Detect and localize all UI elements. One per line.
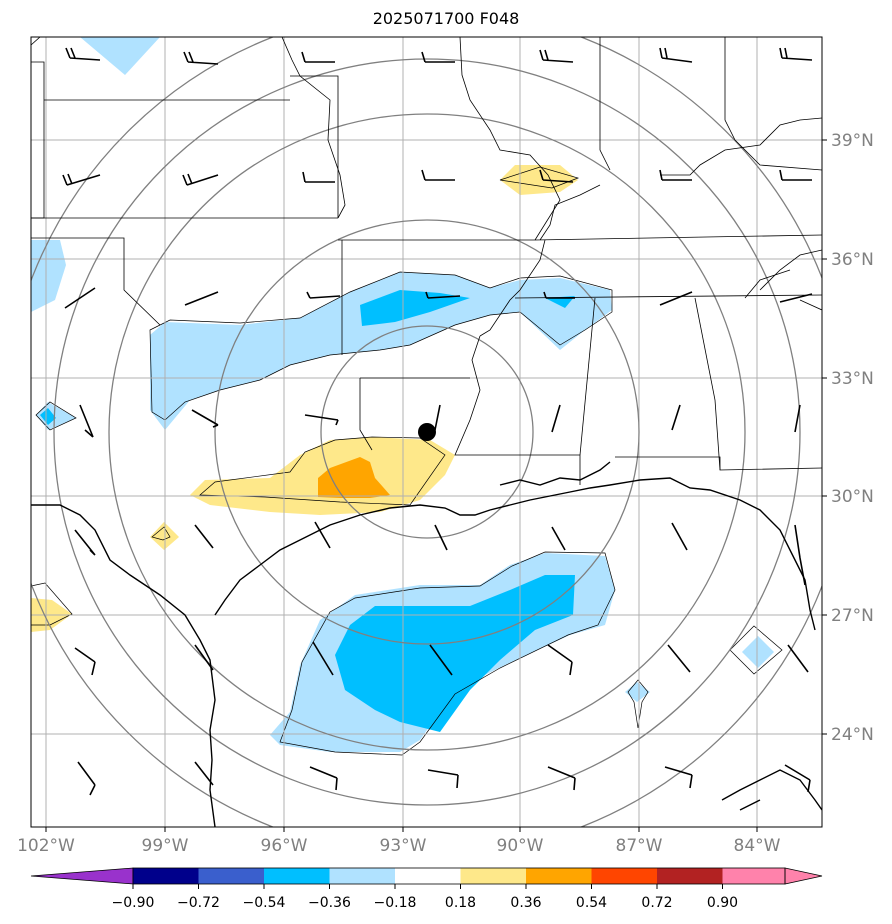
colorbar-segment: [395, 868, 461, 884]
lat-tick-label: 27°N: [831, 606, 874, 626]
coastline: [31, 461, 822, 827]
contour-light-blue: [80, 37, 160, 75]
contour-sky-blue: [40, 408, 56, 425]
contour-sky-blue: [360, 290, 470, 326]
lat-tick-label: 39°N: [831, 131, 874, 151]
contour-orange: [318, 457, 390, 498]
colorbar-tick-label: 0.36: [510, 895, 541, 911]
center-point-marker: [418, 423, 436, 441]
lon-tick-label: 87°W: [616, 836, 663, 856]
lon-tick-label: 99°W: [142, 836, 189, 856]
colorbar-tick-label: −0.36: [308, 895, 351, 911]
colorbar-segment: [133, 868, 199, 884]
colorbar-tick-label: −0.54: [243, 895, 286, 911]
lon-tick-label: 84°W: [734, 836, 781, 856]
contour-light-blue: [150, 272, 612, 430]
colorbar-segment: [329, 868, 395, 884]
contour-lines: [31, 166, 783, 756]
lat-tick-label: 36°N: [831, 250, 874, 270]
contour-light-blue: [742, 636, 774, 668]
colorbar-segment: [722, 868, 785, 884]
colorbar: −0.90 −0.72 −0.54 −0.36 −0.18 0.18 0.36 …: [30, 867, 823, 911]
lon-tick-label: 93°W: [380, 836, 427, 856]
colorbar-segment: [526, 868, 592, 884]
wind-barbs: [62, 47, 813, 796]
colorbar-tick-label: −0.90: [112, 895, 155, 911]
contour-sky-blue: [545, 296, 575, 308]
y-ticks: [822, 139, 827, 735]
range-rings: [31, 37, 822, 827]
colorbar-tick-label: −0.18: [374, 895, 417, 911]
state-borders: [31, 37, 822, 485]
colorbar-segment: [264, 868, 330, 884]
colorbar-segment: [198, 868, 264, 884]
x-ticks: [45, 827, 758, 832]
lon-tick-label: 90°W: [497, 836, 544, 856]
colorbar-tick-label: 0.72: [641, 895, 672, 911]
map-frame: [30, 36, 823, 828]
contour-sky-blue: [335, 575, 575, 732]
lon-tick-label: 96°W: [261, 836, 308, 856]
colorbar-tick-label: 0.90: [707, 895, 738, 911]
colorbar-tick-label: 0.54: [576, 895, 607, 911]
colorbar-extend-low: [30, 867, 134, 885]
colorbar-segment: [657, 868, 723, 884]
graticule: [31, 37, 822, 827]
colorbar-tick-label: 0.18: [445, 895, 476, 911]
colorbar-tick-label: −0.72: [177, 895, 220, 911]
lat-tick-label: 30°N: [831, 487, 874, 507]
colorbar-extend-high: [784, 867, 823, 885]
colorbar-segment: [460, 868, 526, 884]
lat-tick-label: 24°N: [831, 725, 874, 745]
lon-tick-label: 102°W: [17, 836, 75, 856]
colorbar-segment: [591, 868, 657, 884]
lat-tick-label: 33°N: [831, 369, 874, 389]
chart-title: 2025071700 F048: [372, 9, 520, 28]
